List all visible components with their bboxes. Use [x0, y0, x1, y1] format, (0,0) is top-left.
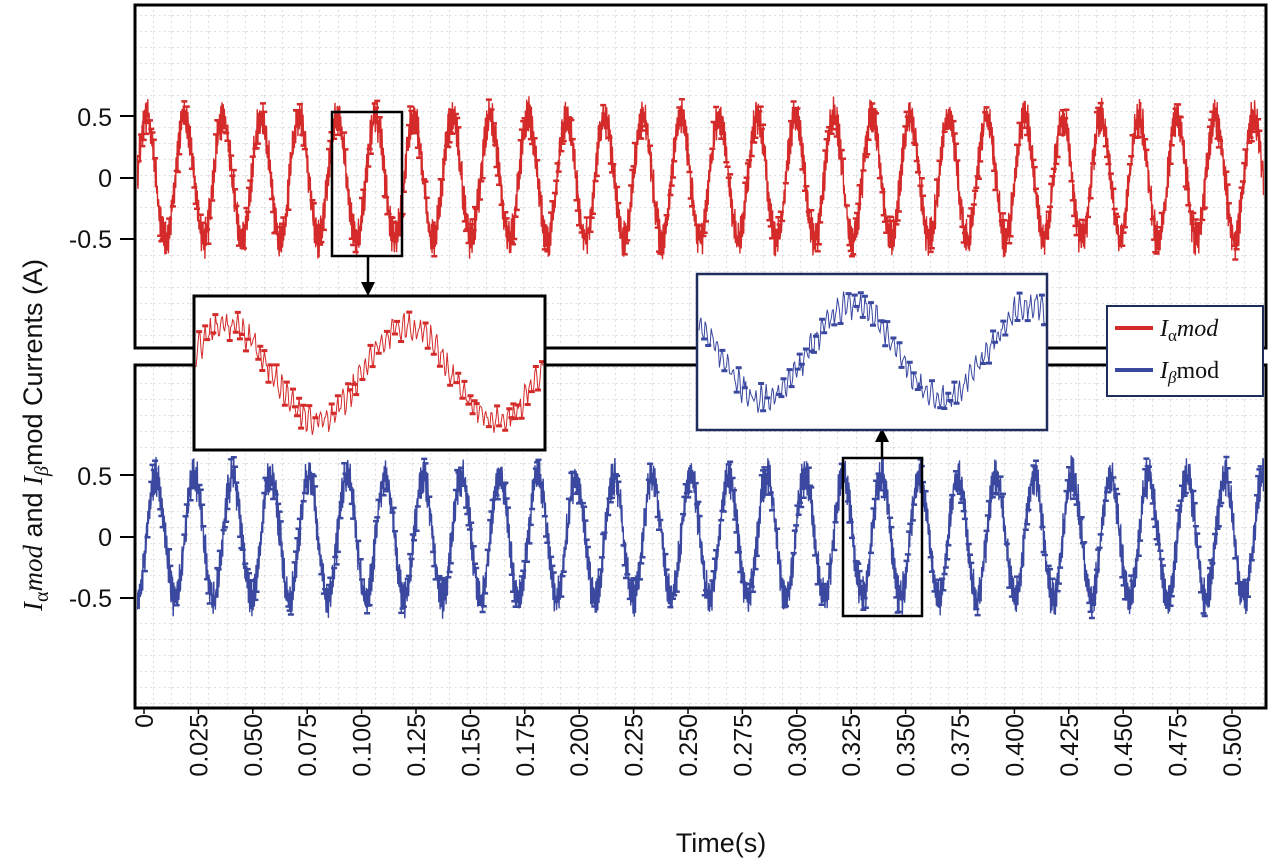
legend-ibeta-symbol: I	[1159, 358, 1169, 384]
x-tick-label: 0.275	[729, 714, 757, 777]
series-line	[698, 291, 1046, 413]
series-line	[137, 454, 1264, 619]
y-tick-label: 0	[98, 165, 112, 193]
legend-box	[1106, 305, 1264, 397]
x-tick-label: 0.200	[566, 714, 594, 777]
zoom-inset-beta-background	[697, 274, 1047, 430]
y-title-ialpha-sub: α	[31, 591, 53, 602]
ibeta-trace	[137, 454, 1264, 620]
x-tick-label: 0.125	[403, 714, 431, 777]
y-tick-label: -0.5	[69, 585, 112, 613]
x-tick-label: 0.150	[457, 714, 485, 777]
y-tick-label: 0.5	[77, 104, 112, 132]
legend: Iαmod Iβmod	[1106, 305, 1264, 397]
x-tick-label: 0.225	[621, 714, 649, 777]
y-title-ibeta-sub: β	[31, 466, 53, 477]
series-markers	[137, 97, 1264, 261]
zoom-inset-alpha	[192, 294, 547, 452]
legend-ibeta-sub: β	[1167, 368, 1177, 387]
x-tick-label: 0.400	[1001, 714, 1029, 777]
zoom-inset-alpha-frame	[192, 294, 547, 452]
zoom-inset-alpha-background	[194, 296, 545, 450]
legend-ibeta-suffix: mod	[1176, 358, 1219, 384]
x-tick-label: 0.475	[1165, 714, 1193, 777]
y-title-ibeta-text: mod Currents (A)	[18, 259, 48, 466]
x-tick-label: 0.375	[947, 714, 975, 777]
x-tick-label: 0	[131, 714, 159, 728]
x-tick-label: 0.300	[784, 714, 812, 777]
legend-ialpha-sub: α	[1168, 326, 1177, 345]
y-ticks-top: 0.5 0 -0.5	[69, 104, 112, 254]
x-tick-label: 0.500	[1219, 714, 1247, 777]
legend-label-ialpha: Iαmod	[1159, 316, 1219, 345]
x-tick-label: 0.075	[294, 714, 322, 777]
x-tick-label: 0.350	[893, 714, 921, 777]
y-tick-label: 0	[98, 524, 112, 552]
x-tick-label: 0.325	[838, 714, 866, 777]
y-title-ialpha-mod: mod	[18, 545, 48, 592]
y-axis-title: Iαmod and Iβmod Currents (A)	[18, 259, 53, 612]
x-tick-label: 0.425	[1056, 714, 1084, 777]
x-tick-label: 0.175	[512, 714, 540, 777]
x-tick-label: 0.025	[185, 714, 213, 777]
y-tick-marks	[120, 115, 135, 599]
series-markers	[196, 310, 544, 432]
legend-ialpha-suffix: mod	[1177, 316, 1219, 342]
arrow-head-down-icon	[361, 282, 375, 296]
zoom-inset-beta	[695, 272, 1049, 432]
zoom-arrow-beta	[875, 428, 889, 458]
x-tick-label: 0.100	[349, 714, 377, 777]
y-title-ibeta-symbol: I	[18, 474, 48, 486]
ialpha-trace	[137, 96, 1264, 261]
legend-label-ibeta: Iβmod	[1159, 358, 1219, 387]
series-markers	[137, 455, 1264, 620]
x-ticks: 0 0.025 0.050 0.075 0.100 0.125 0.150 0.175 0.20…	[131, 708, 1247, 777]
x-tick-label: 0.250	[675, 714, 703, 777]
zoom-inset-beta-frame	[695, 272, 1049, 432]
y-title-ialpha-symbol: I	[18, 600, 48, 612]
series-line	[195, 312, 544, 436]
zoom-inset-beta-trace	[698, 291, 1046, 413]
zoom-arrow-alpha	[361, 256, 375, 296]
y-ticks-bottom: 0.5 0 -0.5	[69, 463, 112, 613]
y-title-and: and	[18, 485, 48, 545]
series-line	[137, 96, 1264, 260]
y-tick-label: 0.5	[77, 463, 112, 491]
y-tick-label: -0.5	[69, 226, 112, 254]
x-tick-label: 0.450	[1110, 714, 1138, 777]
legend-ialpha-symbol: I	[1159, 316, 1169, 342]
zoom-inset-alpha-trace	[195, 310, 544, 436]
x-tick-label: 0.050	[240, 714, 268, 777]
x-axis-title: Time(s)	[676, 828, 766, 858]
arrow-head-up-icon	[875, 428, 889, 442]
series-markers	[701, 291, 1046, 413]
